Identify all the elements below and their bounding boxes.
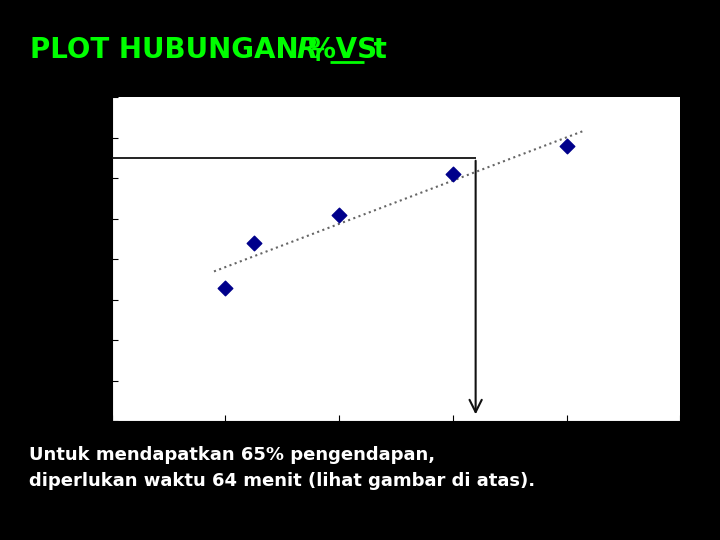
X-axis label: Waktu (menit): Waktu (menit)	[334, 446, 458, 461]
Text: VS: VS	[326, 36, 377, 64]
Text: T: T	[64, 209, 74, 215]
Point	[561, 141, 572, 150]
Text: R: R	[296, 36, 318, 64]
Text: % R: % R	[48, 173, 62, 202]
Point	[220, 283, 231, 292]
Point	[447, 170, 459, 178]
Point	[248, 239, 260, 247]
Text: Untuk mendapatkan 65% pengendapan,
diperlukan waktu 64 menit (lihat gambar di at: Untuk mendapatkan 65% pengendapan, diper…	[29, 446, 535, 490]
Text: T: T	[312, 47, 325, 65]
Text: PLOT HUBUNGAN %: PLOT HUBUNGAN %	[30, 36, 346, 64]
Point	[333, 211, 345, 219]
Text: t: t	[364, 36, 387, 64]
